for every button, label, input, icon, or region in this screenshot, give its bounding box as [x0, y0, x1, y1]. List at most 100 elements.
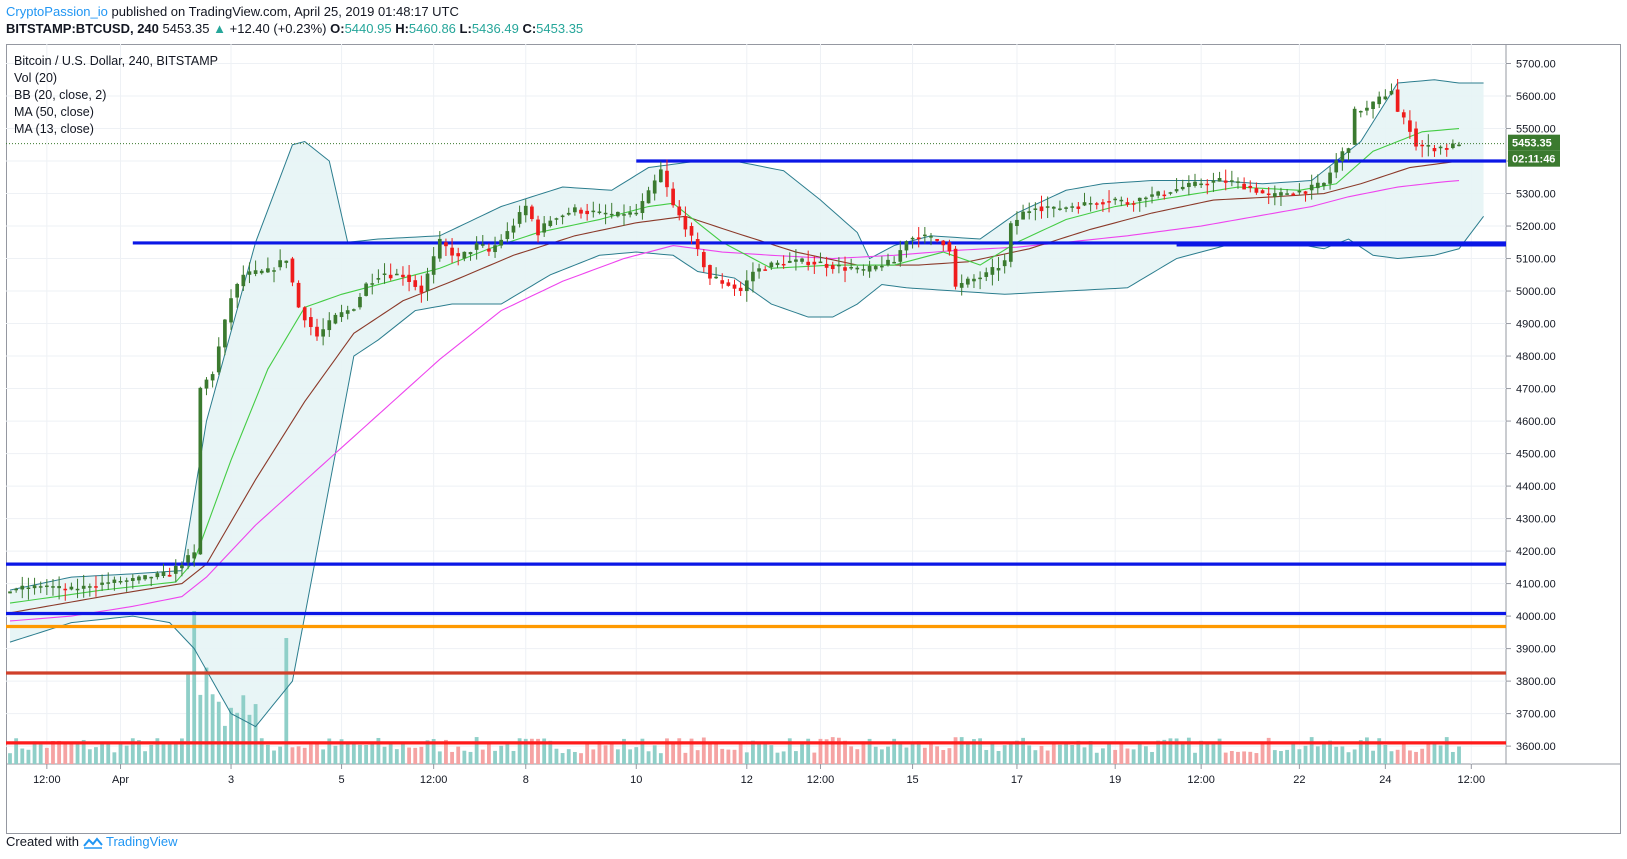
volume-bar [130, 738, 135, 764]
legend-ma50[interactable]: MA (50, close) [14, 105, 94, 119]
candle-body [124, 580, 129, 582]
candle-body [554, 218, 559, 220]
candle-body [536, 219, 540, 236]
candle-body [904, 241, 909, 251]
volume-bar [1334, 746, 1339, 764]
time-tick-label: 12 [741, 774, 753, 786]
volume-bar [1143, 746, 1148, 764]
volume-bar [333, 745, 338, 764]
volume-bar [665, 738, 669, 764]
symbol-label: BITSTAMP:BTCUSD, 240 [6, 21, 159, 36]
candle-body [1315, 182, 1320, 189]
volume-bar [708, 744, 712, 764]
legend-vol[interactable]: Vol (20) [14, 71, 58, 85]
candle-body [1279, 192, 1283, 196]
price-chart[interactable]: 3600.00 3700.00 3800.00 3900.00 4000.00 4100.… [6, 44, 1621, 834]
volume-bar [444, 739, 448, 764]
volume-bar [622, 738, 626, 764]
candle-body [192, 552, 197, 559]
candle-body [1088, 203, 1093, 205]
candle-body [223, 319, 227, 348]
chart-frame[interactable]: 3600.00 3700.00 3800.00 3900.00 4000.00 4100.… [6, 44, 1621, 834]
candle-body [1346, 148, 1351, 153]
time-tick-label: 5 [338, 774, 344, 786]
candle-body [861, 269, 866, 271]
volume-bar [1438, 745, 1443, 764]
time-tick-label: 12:00 [1458, 774, 1486, 786]
candle-body [425, 273, 430, 292]
candle-body [253, 270, 258, 274]
candle-body [173, 565, 178, 574]
volume-bar [1211, 741, 1216, 764]
candle-body [1008, 223, 1013, 262]
candle-body [235, 283, 240, 298]
volume-bar [523, 738, 528, 764]
volume-bar [585, 743, 590, 764]
candle-body [1027, 211, 1032, 214]
volume-bar [229, 707, 233, 764]
candle-body [591, 210, 596, 213]
candle-body [1291, 193, 1296, 196]
price-tick-label: 4500.00 [1516, 449, 1556, 461]
volume-bar [394, 749, 399, 764]
volume-bar [634, 747, 639, 764]
candle-body [579, 209, 583, 214]
volume-bar [1217, 738, 1222, 764]
close-label: C: [522, 21, 537, 36]
candle-body [1444, 148, 1449, 150]
volume-bar [591, 749, 596, 764]
candle-body [726, 282, 731, 286]
candle-body [843, 267, 847, 271]
volume-bar [959, 737, 964, 764]
volume-bar [794, 751, 798, 764]
volume-bar [1125, 748, 1130, 764]
volume-bar [560, 753, 565, 764]
volume-bar [1015, 740, 1019, 764]
volume-bar [781, 751, 786, 764]
open-value: 5440.95 [344, 21, 392, 36]
candle-body [161, 571, 166, 577]
candle-body [1113, 198, 1118, 201]
candle-body [634, 212, 639, 215]
price-axis: 3600.00 3700.00 3800.00 3900.00 4000.00 4100.… [1506, 59, 1556, 753]
volume-bar [1082, 747, 1087, 764]
candle-body [1266, 193, 1271, 196]
legend-ma13[interactable]: MA (13, close) [14, 122, 94, 136]
author-link[interactable]: CryptoPassion_io [6, 4, 108, 19]
candle-body [511, 225, 516, 233]
last-price: 5453.35 [162, 21, 210, 36]
volume-bar [1328, 740, 1332, 764]
candle-body [167, 574, 172, 577]
candle-body [284, 260, 289, 263]
volume-bar [327, 738, 332, 764]
candle-body [757, 268, 761, 272]
tradingview-brand[interactable]: TradingView [106, 834, 178, 849]
candle-body [849, 266, 854, 269]
change-up-icon: ▲ [213, 21, 227, 36]
volume-bar [382, 746, 387, 764]
time-tick-label: 3 [228, 774, 234, 786]
price-tick-label: 4700.00 [1516, 384, 1556, 396]
candle-body [493, 245, 497, 253]
legend-bb[interactable]: BB (20, close, 2) [14, 88, 107, 102]
volume-bar [536, 738, 540, 764]
volume-bar [1414, 751, 1418, 764]
volume-bar [272, 750, 276, 764]
volume-bar [1229, 750, 1234, 764]
time-tick-label: 12:00 [33, 774, 61, 786]
candle-body [130, 578, 135, 581]
volume-bar [1199, 740, 1204, 764]
volume-bar [493, 750, 497, 764]
candle-body [1211, 180, 1216, 183]
candle-body [530, 206, 534, 220]
volume-bar [677, 738, 682, 764]
volume-bar [1352, 749, 1357, 764]
price-tick-label: 3900.00 [1516, 644, 1556, 656]
candle-body [984, 272, 989, 277]
volume-bar [1162, 739, 1167, 764]
volume-bar [548, 740, 553, 764]
volume-bar [351, 742, 356, 764]
candle-body [701, 252, 706, 268]
price-tick-label: 3700.00 [1516, 709, 1556, 721]
volume-bar [118, 742, 123, 764]
